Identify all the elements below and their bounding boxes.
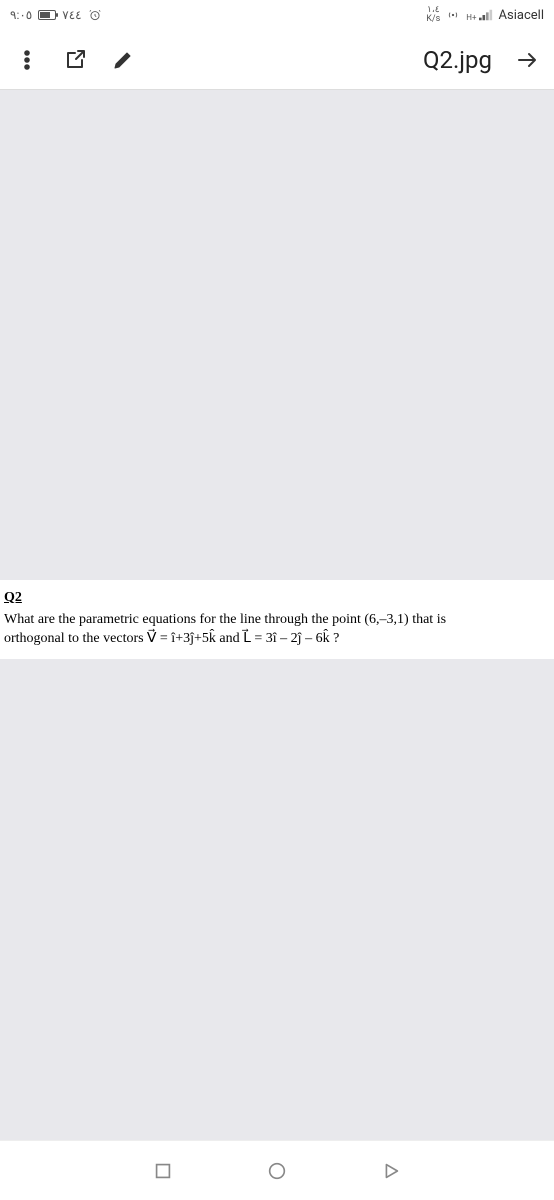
vector-l: L⃗ = 3î – 2ĵ – 6k̂ xyxy=(243,631,329,646)
net-speed: ١،٤ K/s xyxy=(426,6,440,24)
signal-block: H+ xyxy=(466,8,492,22)
status-time: ٩:٠٥ xyxy=(10,8,32,22)
question-number: Q2 xyxy=(4,588,550,608)
nav-back-button[interactable] xyxy=(379,1159,403,1183)
battery-icon xyxy=(38,10,56,20)
square-icon xyxy=(152,1160,174,1182)
alarm-icon xyxy=(88,8,102,22)
triangle-icon xyxy=(380,1160,402,1182)
arrow-right-icon xyxy=(515,48,539,72)
back-button[interactable] xyxy=(514,47,540,73)
hotspot-icon xyxy=(446,8,460,22)
and-word: and xyxy=(216,631,243,646)
circle-icon xyxy=(266,1160,288,1182)
vector-v: V⃗ = î+3ĵ+5k̂ xyxy=(147,631,216,646)
more-vertical-icon xyxy=(15,48,39,72)
battery-pct: ٧٤٤ xyxy=(62,8,81,22)
appbar: Q2.jpg xyxy=(0,30,554,90)
edit-button[interactable] xyxy=(110,47,136,73)
statusbar: ٩:٠٥ ٧٤٤ ١،٤ K/s H+ Asiacell xyxy=(0,0,554,30)
carrier-label: Asiacell xyxy=(499,8,544,23)
document-content: Q2 What are the parametric equations for… xyxy=(0,580,554,659)
pencil-icon xyxy=(111,48,135,72)
system-navbar xyxy=(0,1140,554,1200)
nav-home-button[interactable] xyxy=(265,1159,289,1183)
question-line1: What are the parametric equations for th… xyxy=(4,612,446,627)
open-external-button[interactable] xyxy=(62,47,88,73)
signal-icon xyxy=(479,8,493,22)
open-external-icon xyxy=(63,48,87,72)
question-text: What are the parametric equations for th… xyxy=(4,610,550,649)
page-title: Q2.jpg xyxy=(423,46,492,74)
question-line2-prefix: orthogonal to the vectors xyxy=(4,631,147,646)
more-menu-button[interactable] xyxy=(14,47,40,73)
nav-recent-button[interactable] xyxy=(151,1159,175,1183)
question-mark: ? xyxy=(330,631,340,646)
